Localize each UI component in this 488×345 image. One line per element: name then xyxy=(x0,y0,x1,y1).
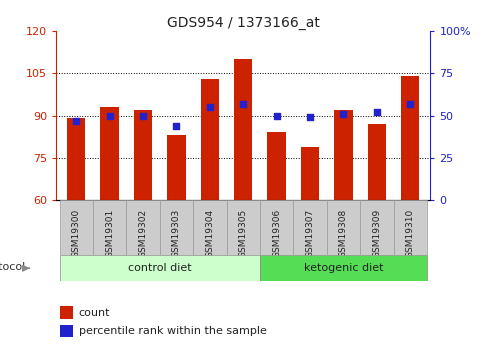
Bar xyxy=(60,255,260,281)
Point xyxy=(406,101,413,107)
Text: GSM19310: GSM19310 xyxy=(405,208,414,258)
Text: count: count xyxy=(79,308,110,317)
Text: GSM19300: GSM19300 xyxy=(72,208,81,258)
Bar xyxy=(134,110,152,200)
Point xyxy=(205,104,213,110)
Bar xyxy=(200,79,219,200)
Bar xyxy=(193,200,226,255)
Bar xyxy=(126,200,160,255)
Text: GSM19306: GSM19306 xyxy=(272,208,281,258)
Bar xyxy=(293,200,326,255)
Point xyxy=(105,113,113,118)
Text: GSM19308: GSM19308 xyxy=(338,208,347,258)
Bar xyxy=(367,124,385,200)
Text: control diet: control diet xyxy=(128,263,191,273)
Bar xyxy=(226,200,260,255)
Text: GSM19304: GSM19304 xyxy=(205,208,214,257)
Text: GSM19302: GSM19302 xyxy=(138,208,147,257)
Bar xyxy=(400,76,419,200)
Text: GSM19307: GSM19307 xyxy=(305,208,314,258)
Text: GSM19309: GSM19309 xyxy=(372,208,381,258)
Bar xyxy=(60,325,73,337)
Point xyxy=(305,115,313,120)
Bar xyxy=(67,118,85,200)
Bar xyxy=(260,255,426,281)
Point xyxy=(372,109,380,115)
Point xyxy=(272,113,280,118)
Text: GSM19305: GSM19305 xyxy=(238,208,247,258)
Bar xyxy=(260,200,293,255)
Text: GSM19301: GSM19301 xyxy=(105,208,114,258)
Bar xyxy=(334,110,352,200)
Text: ketogenic diet: ketogenic diet xyxy=(303,263,383,273)
Bar xyxy=(326,200,360,255)
Title: GDS954 / 1373166_at: GDS954 / 1373166_at xyxy=(166,16,319,30)
Bar xyxy=(93,200,126,255)
Point xyxy=(239,101,246,107)
Text: protocol: protocol xyxy=(0,262,25,272)
Text: percentile rank within the sample: percentile rank within the sample xyxy=(79,326,266,336)
Point xyxy=(139,113,147,118)
Bar xyxy=(60,200,93,255)
Bar xyxy=(300,147,319,200)
Bar xyxy=(360,200,393,255)
Bar xyxy=(267,132,285,200)
Bar xyxy=(160,200,193,255)
Point xyxy=(72,118,80,124)
Point xyxy=(339,111,346,117)
Text: GSM19303: GSM19303 xyxy=(172,208,181,258)
Bar xyxy=(60,306,73,319)
Point xyxy=(172,123,180,128)
Bar xyxy=(234,59,252,200)
Bar xyxy=(101,107,119,200)
Bar xyxy=(393,200,426,255)
Bar xyxy=(167,135,185,200)
